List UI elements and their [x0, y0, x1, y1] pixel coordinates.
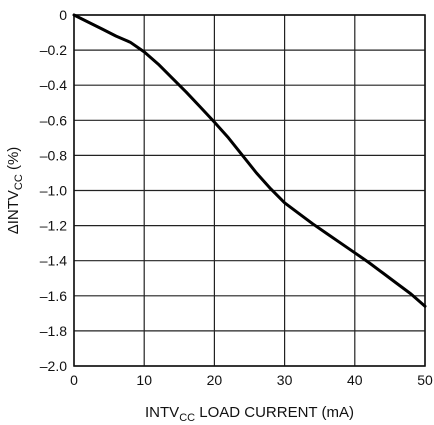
plot-frame: [73, 14, 426, 367]
y-label-pre: ΔINTV: [5, 190, 22, 234]
y-axis-label: ΔINTVCC (%): [5, 147, 25, 235]
series-line: [72, 13, 427, 308]
y-label-sub: CC: [13, 174, 25, 190]
y-tick-label: –1.2: [40, 218, 67, 234]
x-tick-label: 0: [70, 372, 78, 388]
y-tick-labels: 0 –0.2 –0.4 –0.6 –0.8 –1.0 –1.2 –1.4 –1.6 –1.8 –2.…: [40, 7, 67, 374]
x-label-sub: CC: [179, 412, 195, 424]
y-tick-label: –0.2: [40, 42, 67, 58]
y-tick-label: –1.4: [40, 253, 67, 269]
y-label-post: (%): [5, 147, 22, 175]
x-tick-label: 30: [277, 372, 293, 388]
x-tick-label: 40: [347, 372, 363, 388]
y-tick-label: –1.8: [40, 323, 67, 339]
y-tick-label: –1.0: [40, 183, 67, 199]
x-label-post: LOAD CURRENT (mA): [195, 404, 354, 421]
y-tick-label: –2.0: [40, 358, 67, 374]
x-tick-label: 50: [417, 372, 433, 388]
y-tick-label: –0.6: [40, 112, 67, 128]
x-tick-label: 10: [136, 372, 152, 388]
y-tick-label: –0.8: [40, 147, 67, 163]
x-axis-label: INTVCC LOAD CURRENT (mA): [145, 404, 354, 424]
grid-lines: [73, 14, 426, 367]
x-tick-label: 20: [207, 372, 223, 388]
x-tick-labels: 0 10 20 30 40 50: [70, 372, 433, 388]
y-tick-label: –0.4: [40, 77, 67, 93]
y-tick-label: –1.6: [40, 288, 67, 304]
x-label-pre: INTV: [145, 404, 179, 421]
y-tick-label: 0: [59, 7, 67, 23]
